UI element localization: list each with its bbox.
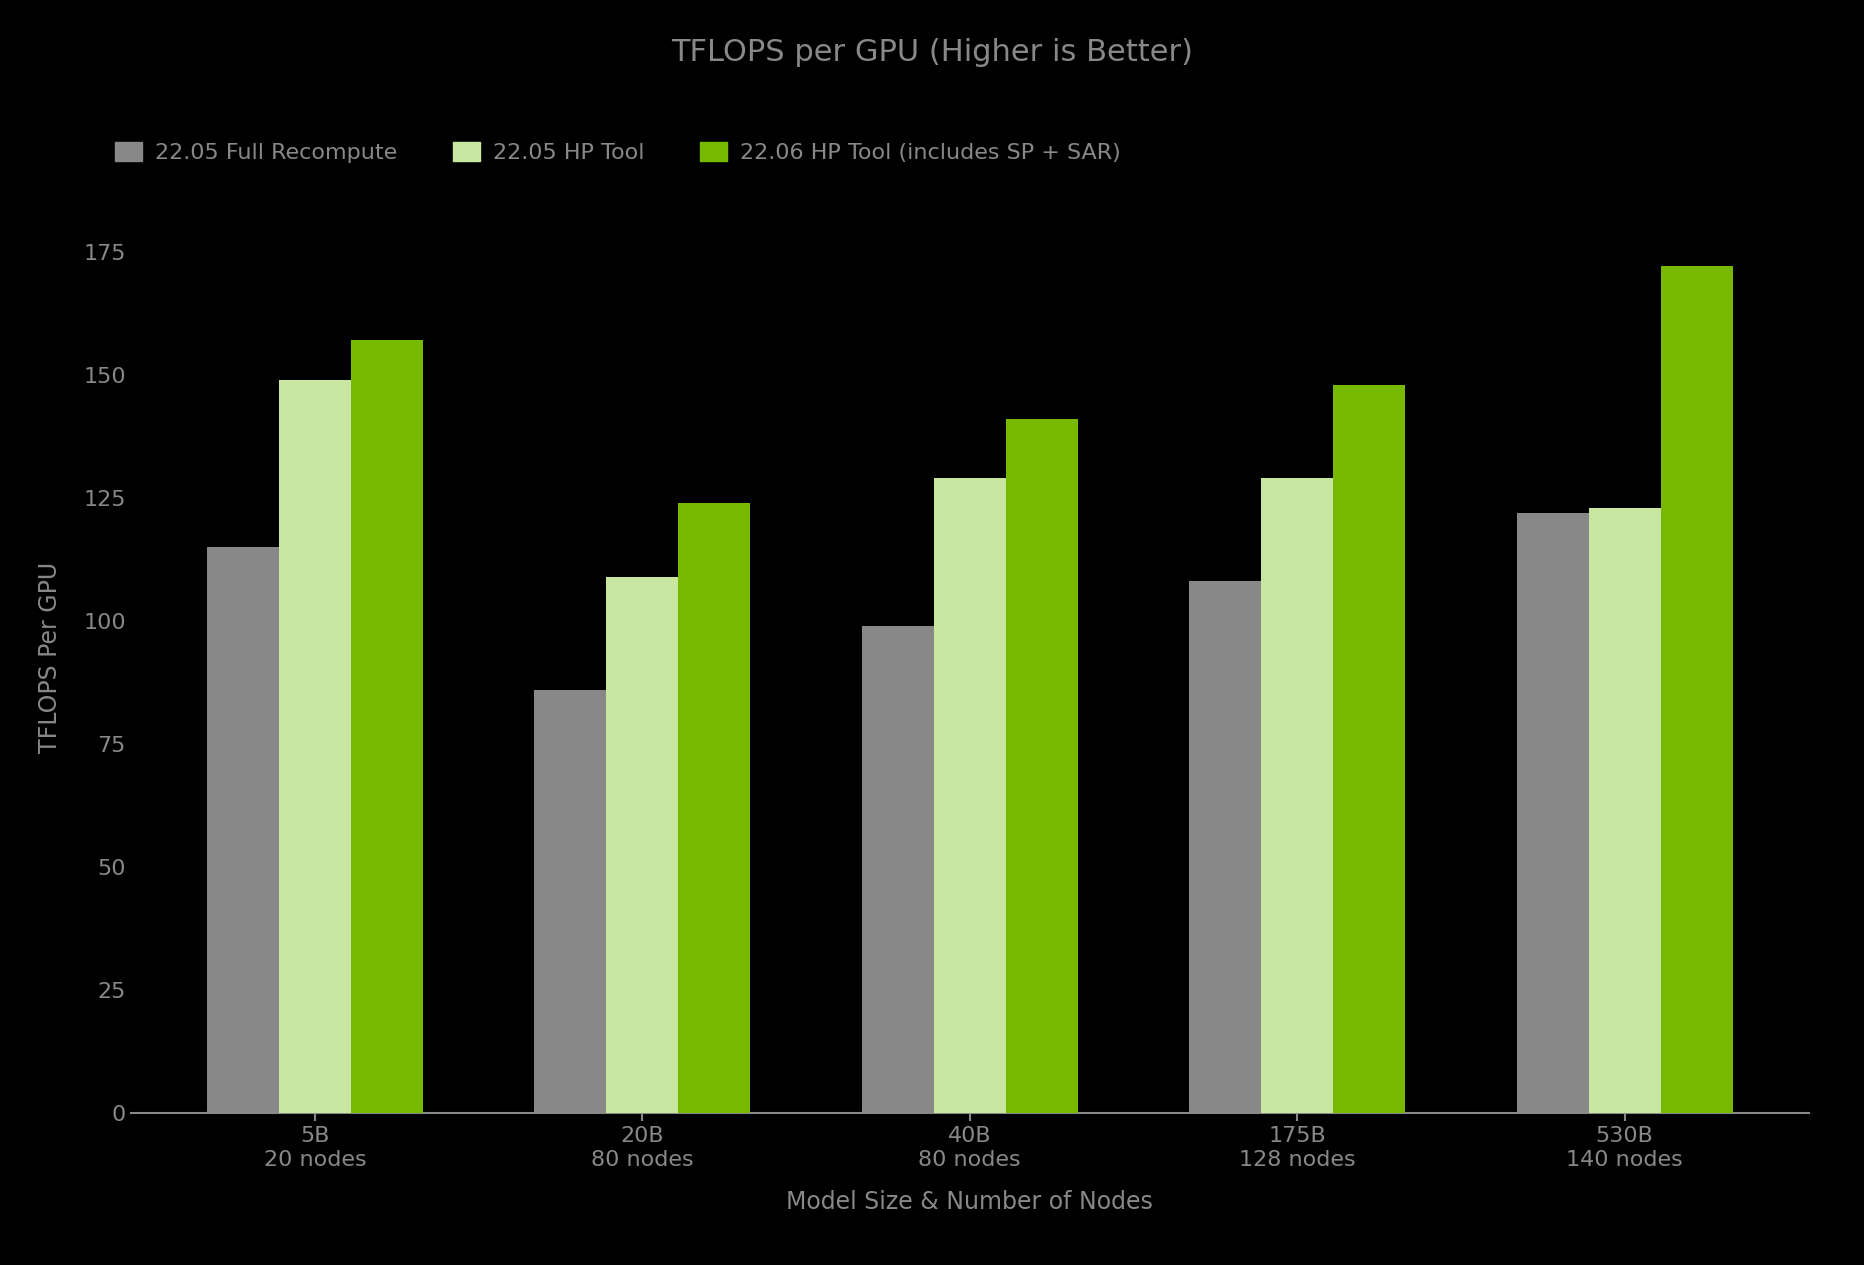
Bar — [533, 689, 606, 1113]
Bar — [280, 380, 350, 1113]
Bar — [1659, 267, 1732, 1113]
Bar — [1260, 478, 1333, 1113]
Legend: 22.05 Full Recompute, 22.05 HP Tool, 22.06 HP Tool (includes SP + SAR): 22.05 Full Recompute, 22.05 HP Tool, 22.… — [104, 132, 1131, 175]
Bar — [1333, 385, 1405, 1113]
Bar — [678, 502, 749, 1113]
Bar — [1005, 419, 1077, 1113]
Bar — [606, 577, 678, 1113]
Y-axis label: TFLOPS Per GPU: TFLOPS Per GPU — [37, 562, 62, 754]
Bar — [934, 478, 1005, 1113]
Bar — [1588, 507, 1659, 1113]
Bar — [350, 340, 423, 1113]
X-axis label: Model Size & Number of Nodes: Model Size & Number of Nodes — [787, 1190, 1152, 1214]
Bar — [207, 546, 280, 1113]
Bar — [1515, 512, 1588, 1113]
Text: TFLOPS per GPU (Higher is Better): TFLOPS per GPU (Higher is Better) — [671, 38, 1193, 67]
Bar — [861, 626, 934, 1113]
Bar — [1189, 582, 1260, 1113]
